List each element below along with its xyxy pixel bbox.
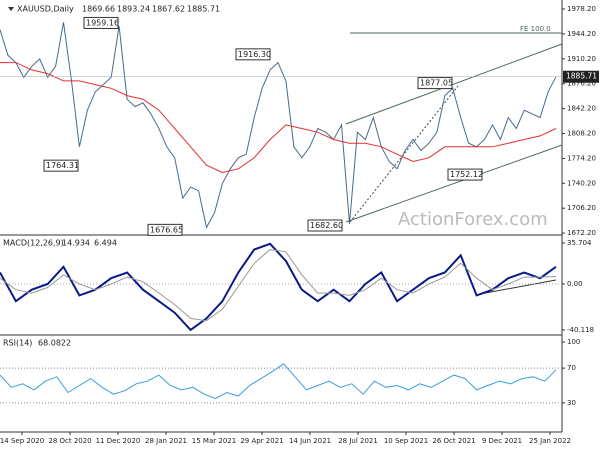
annotation-label: 1877.05: [420, 79, 453, 88]
annotation-box: [417, 77, 453, 90]
annotation-box: [447, 168, 483, 181]
annotation-label: 1916.30: [238, 50, 271, 59]
series-line: [0, 242, 557, 332]
x-tick-label: 28 Oct 2020: [48, 437, 91, 445]
annotation-box: [235, 48, 271, 61]
x-tick-label: 14 Sep 2020: [0, 437, 44, 445]
annotation-box: [307, 219, 343, 232]
y-tick-label: 1808.20: [567, 130, 596, 138]
annotation-label: 1682.60: [310, 221, 343, 230]
x-tick-label: 9 Dec 2021: [482, 437, 522, 445]
indicator-name: MACD(12,26,9): [3, 239, 64, 248]
y-tick-label: 1876.20: [567, 80, 596, 88]
y-tick-label: 1978.20: [567, 5, 596, 13]
indicator-name: RSI(14): [3, 339, 32, 348]
y-tick-label: -40.118: [567, 326, 594, 334]
y-tick-label: 1910.20: [567, 55, 596, 63]
y-tick-label: 1672.20: [567, 229, 596, 237]
x-tick-label: 11 Dec 2020: [96, 437, 141, 445]
ohlc-value: 1893.24: [117, 5, 150, 14]
x-tick-label: 28 Jul 2021: [338, 437, 378, 445]
macd-support: [479, 279, 557, 295]
y-tick-label: 1944.20: [567, 30, 596, 38]
indicator-value: 14.934: [62, 239, 90, 248]
series-line: [0, 363, 557, 400]
y-tick-label: 1842.20: [567, 105, 596, 113]
series-line: [0, 62, 557, 174]
menu-icon: [8, 7, 14, 11]
y-tick-label: 1774.20: [567, 154, 596, 162]
indicator-value: 6.494: [94, 239, 117, 248]
indicator-value: 68.0822: [38, 339, 71, 348]
series-line: [0, 248, 557, 322]
x-tick-label: 26 Oct 2021: [432, 437, 475, 445]
series-line: [0, 22, 557, 229]
x-tick-label: 14 Jun 2021: [289, 437, 331, 445]
watermark: ActionForex.com: [398, 209, 548, 230]
annotation-box: [147, 223, 183, 236]
projection-line: [349, 85, 459, 223]
y-tick-label: 1740.20: [567, 179, 596, 187]
y-tick-label: 100: [567, 338, 580, 346]
ohlc-value: 1885.71: [187, 5, 220, 14]
annotation-label: 1752.12: [450, 170, 483, 179]
annotation-box: [43, 159, 79, 172]
annotation-label: 1676.65: [150, 225, 183, 234]
y-tick-label: 30: [567, 399, 576, 407]
x-tick-label: 29 Apr 2021: [240, 437, 283, 445]
y-tick-label: 35.704: [567, 239, 592, 247]
annotation-label: 1959.16: [86, 18, 119, 27]
annotation-label: 1764.31: [46, 161, 79, 170]
annotation-box: [83, 16, 119, 29]
price-tag: [563, 70, 599, 83]
y-tick-label: 1706.20: [567, 204, 596, 212]
ohlc-value: 1869.66: [82, 5, 115, 14]
y-tick-label: 70: [567, 364, 576, 372]
x-tick-label: 15 Mar 2021: [192, 437, 236, 445]
x-tick-label: 10 Sep 2021: [384, 437, 428, 445]
channel-upper: [345, 43, 563, 125]
price-tag-label: 1885.71: [566, 72, 597, 81]
x-tick-label: 25 Jan 2022: [529, 437, 571, 445]
x-tick-label: 28 Jan 2021: [145, 437, 187, 445]
symbol: XAUUSD,Daily: [17, 5, 74, 14]
channel-lower: [345, 144, 563, 223]
fe-label: FE 100.0: [520, 25, 551, 33]
ohlc-value: 1867.62: [152, 5, 185, 14]
y-tick-label: 0.00: [567, 280, 583, 288]
